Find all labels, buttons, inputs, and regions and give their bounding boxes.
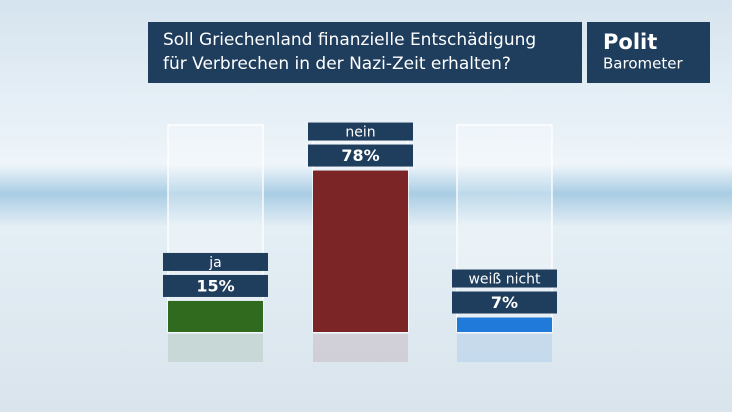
bar-reflection [457,334,552,362]
logo-text: Barometer [603,55,683,73]
chart-title: Soll Griechenland finanzielle Entschädig… [163,30,536,50]
value-box [452,291,557,314]
category-box [452,269,557,288]
value-label: 78% [341,146,379,165]
bar [168,300,263,332]
title-box [148,22,582,83]
category-box [163,252,268,271]
value-box [163,274,268,297]
value-box [308,144,413,167]
bar [313,170,408,332]
chart-title: für Verbrechen in der Nazi-Zeit erhalten… [163,54,511,74]
bar-frame [167,124,264,333]
category-label: ja [208,255,221,271]
category-label: nein [345,125,375,141]
logo-text: Polit [603,30,657,54]
logo-box [587,22,710,83]
bar [457,317,552,332]
bar-reflection [313,334,408,362]
category-label: weiß nicht [468,272,541,288]
value-label: 7% [491,293,518,312]
bar-reflection [168,334,263,362]
category-box [308,122,413,141]
value-label: 15% [196,276,234,295]
